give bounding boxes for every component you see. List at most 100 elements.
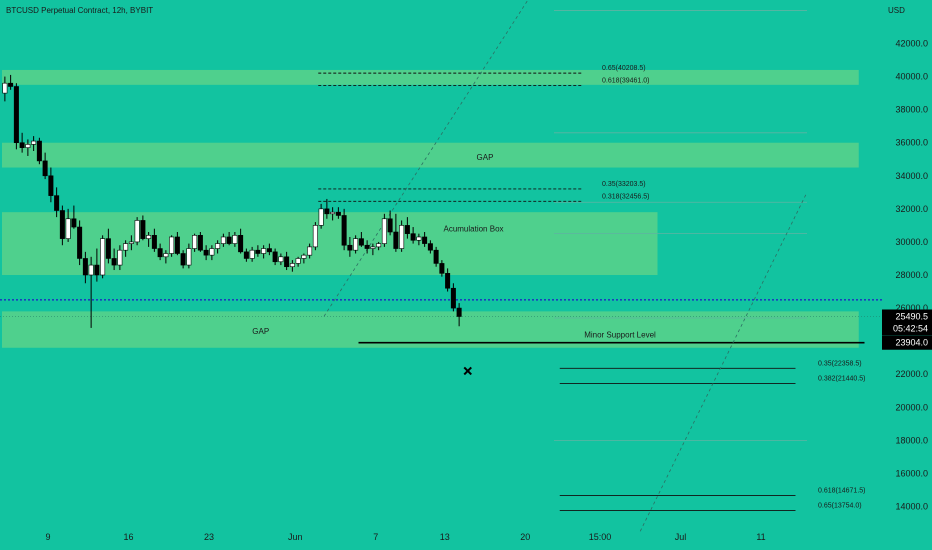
x-tick-label: 20 xyxy=(520,532,530,542)
candle xyxy=(42,152,48,180)
candle-body xyxy=(197,235,203,251)
candle xyxy=(439,260,445,277)
candle-body xyxy=(249,249,255,259)
candle xyxy=(312,222,318,251)
candle xyxy=(128,235,134,251)
y-tick-label: 26000.0 xyxy=(895,303,928,313)
candle xyxy=(272,248,278,266)
fib-level-label: 0.618(39461.0) xyxy=(602,77,649,84)
candle-body xyxy=(364,244,370,249)
candle xyxy=(324,198,330,219)
candle-body xyxy=(422,236,428,244)
dotted-line-layer xyxy=(0,299,882,317)
candle-body xyxy=(399,225,405,249)
axes-layer: 14000.016000.018000.020000.022000.024000… xyxy=(45,39,932,542)
candle xyxy=(151,228,157,252)
candle-body xyxy=(370,246,376,249)
candle xyxy=(335,207,341,219)
candle-body xyxy=(8,82,14,87)
zone-label: GAP xyxy=(477,153,494,162)
y-tick-label: 40000.0 xyxy=(895,72,928,82)
candle-body xyxy=(25,144,31,148)
candle xyxy=(8,74,14,90)
currency-label: USD xyxy=(888,6,905,15)
candle-body xyxy=(42,160,48,177)
trend-line xyxy=(323,0,529,317)
candle-body xyxy=(71,218,77,228)
fib-level-label: 0.618(14671.5) xyxy=(818,487,865,494)
candle xyxy=(197,232,203,252)
candle xyxy=(94,248,100,282)
candle-body xyxy=(82,258,88,276)
candle xyxy=(266,243,272,256)
candle xyxy=(192,233,198,252)
candle xyxy=(393,213,399,252)
candle xyxy=(13,83,19,150)
fib-level-label: 0.65(13754.0) xyxy=(818,503,862,510)
candle xyxy=(433,246,439,267)
candle-body xyxy=(128,241,134,244)
candle-body xyxy=(220,236,226,244)
countdown-label: 05:42:54 xyxy=(893,323,928,333)
candle-body xyxy=(163,253,169,258)
candle-body xyxy=(105,238,111,259)
candle-body xyxy=(295,258,301,264)
candle xyxy=(341,208,347,251)
support-label: Minor Support Level xyxy=(584,331,656,340)
candle-body xyxy=(13,86,19,144)
candle xyxy=(220,233,226,247)
candle xyxy=(186,243,192,269)
candle xyxy=(249,246,255,262)
candle xyxy=(163,250,169,264)
candle xyxy=(105,228,111,264)
candle xyxy=(456,303,462,327)
current-price-box xyxy=(882,309,932,336)
candle xyxy=(427,240,433,254)
candle-body xyxy=(330,211,336,215)
candle-body xyxy=(48,175,54,196)
x-tick-label: 7 xyxy=(373,532,378,542)
candle xyxy=(140,215,146,241)
candle xyxy=(203,245,209,261)
candle-body xyxy=(192,235,198,249)
candle-body xyxy=(151,235,157,249)
y-tick-label: 32000.0 xyxy=(895,204,928,214)
support-price-box xyxy=(882,335,932,350)
candle xyxy=(100,235,106,279)
candle-body xyxy=(433,249,439,264)
y-tick-label: 18000.0 xyxy=(895,435,928,445)
candle xyxy=(146,232,152,247)
candle xyxy=(347,236,353,257)
candle-body xyxy=(410,233,416,241)
candle-body xyxy=(31,140,37,145)
candle xyxy=(278,253,284,266)
zone-upper-gap-top xyxy=(2,69,859,85)
candle xyxy=(404,217,410,239)
candle xyxy=(399,220,405,252)
candle-body xyxy=(180,253,186,266)
candle-body xyxy=(416,236,422,241)
candle xyxy=(36,137,42,165)
fib-level-label: 0.35(33203.5) xyxy=(602,181,646,188)
candle xyxy=(364,240,370,254)
candle-body xyxy=(215,243,221,249)
candle xyxy=(370,243,376,256)
candle-body xyxy=(140,220,146,239)
candle-body xyxy=(169,236,175,254)
y-tick-label: 16000.0 xyxy=(895,468,928,478)
x-tick-label: Jul xyxy=(675,532,687,542)
fib-level-label: 0.318(32456.5) xyxy=(602,193,649,200)
candle xyxy=(54,187,60,218)
candle xyxy=(450,283,456,312)
candle xyxy=(31,136,37,151)
candle-body xyxy=(209,248,215,256)
candle xyxy=(59,205,65,246)
fib-levels-layer xyxy=(318,72,865,512)
chart-title: BTCUSD Perpetual Contract, 12h, BYBIT xyxy=(6,6,154,15)
candle xyxy=(255,245,261,257)
candle-body xyxy=(88,264,94,276)
candle-body xyxy=(347,244,353,251)
candle-body xyxy=(123,243,129,251)
candle-body xyxy=(59,210,65,239)
